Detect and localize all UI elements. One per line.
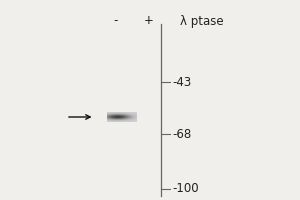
Text: -68: -68	[172, 128, 192, 140]
Text: -43: -43	[172, 75, 192, 88]
Text: +: +	[144, 15, 153, 27]
Text: -: -	[113, 15, 118, 27]
Text: -100: -100	[172, 182, 199, 196]
Text: λ ptase: λ ptase	[180, 15, 224, 27]
